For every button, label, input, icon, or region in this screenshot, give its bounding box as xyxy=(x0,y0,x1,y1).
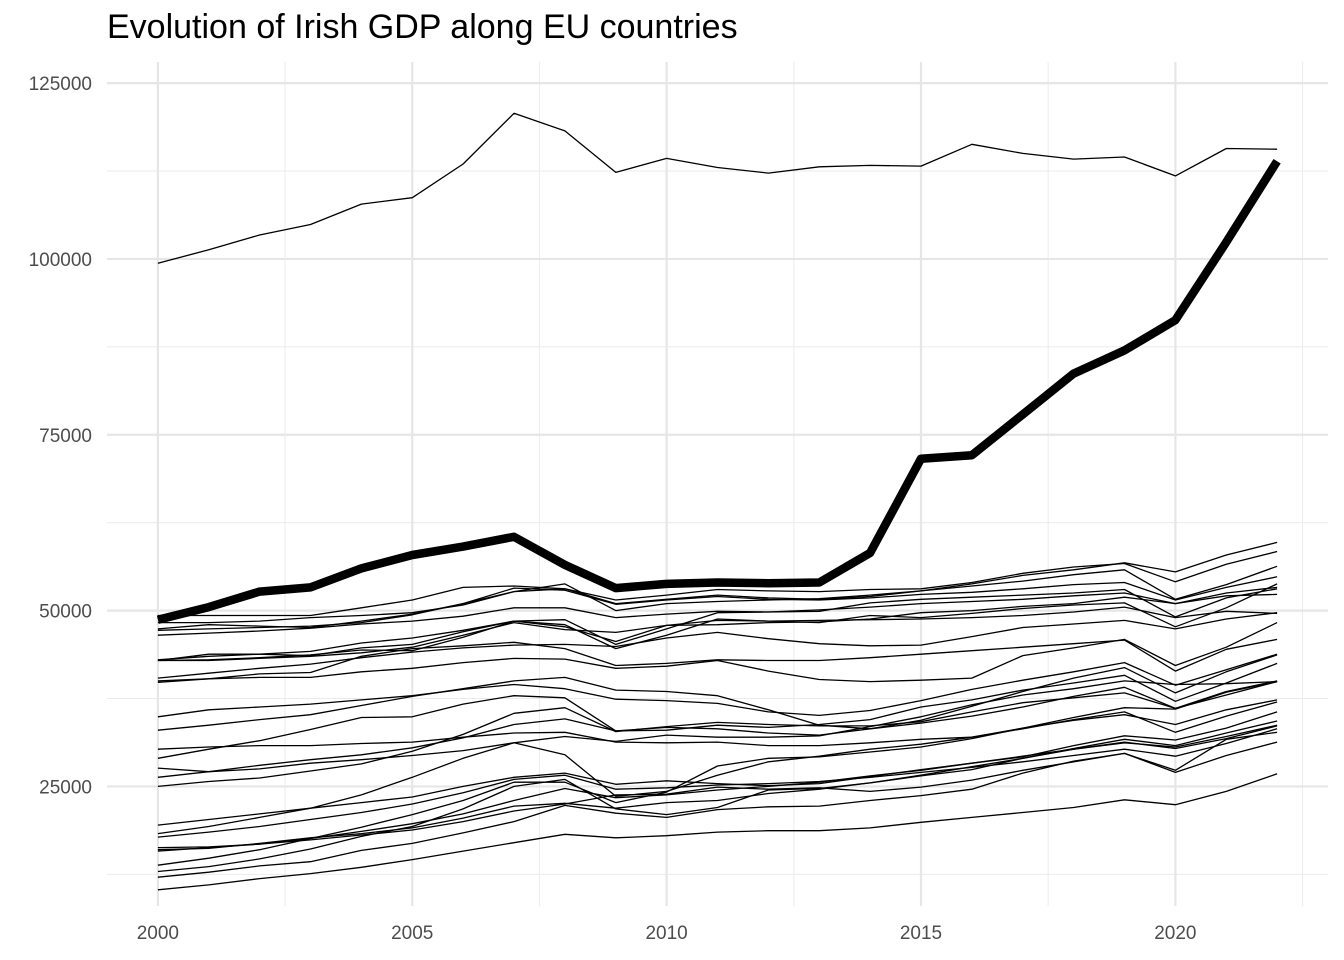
series-line xyxy=(157,612,1278,679)
series-line xyxy=(157,654,1278,731)
series-line xyxy=(157,741,1278,852)
y-tick-label: 50000 xyxy=(39,602,92,623)
x-tick-label: 2015 xyxy=(900,923,942,944)
series-line xyxy=(157,112,1278,264)
series-line xyxy=(157,593,1278,662)
series-line xyxy=(157,576,1278,631)
series-line xyxy=(157,606,1278,662)
series-line xyxy=(157,725,1278,873)
x-tick-label: 2010 xyxy=(645,923,687,944)
minor-gridlines xyxy=(107,62,1328,906)
series-line xyxy=(157,550,1278,624)
y-tick-label: 100000 xyxy=(29,250,92,271)
series-line xyxy=(157,680,1278,778)
highlight-series-line xyxy=(156,158,1281,624)
series-line xyxy=(157,711,1278,826)
x-tick-label: 2005 xyxy=(391,923,433,944)
series-line xyxy=(157,728,1278,838)
series-line xyxy=(157,653,1278,718)
y-tick-label: 125000 xyxy=(29,74,92,95)
series-line xyxy=(157,680,1278,788)
series-line xyxy=(157,680,1278,750)
series-line xyxy=(157,588,1278,661)
x-tick-label: 2000 xyxy=(137,923,179,944)
series-line xyxy=(157,541,1278,617)
series-line xyxy=(157,699,1278,866)
y-tick-label: 75000 xyxy=(39,426,92,447)
y-tick-label: 25000 xyxy=(39,777,92,798)
series-line xyxy=(157,586,1278,636)
series-line xyxy=(157,701,1278,835)
series-line xyxy=(157,680,1278,773)
x-tick-label: 2020 xyxy=(1154,923,1196,944)
chart-title: Evolution of Irish GDP along EU countrie… xyxy=(107,8,738,46)
series-line xyxy=(157,622,1278,683)
series-line xyxy=(157,773,1278,891)
y-axis-tick-labels: 25000 50000 75000 100000 125000 xyxy=(29,74,92,798)
x-axis-tick-labels: 2000 2005 2010 2015 2020 xyxy=(137,923,1197,944)
series-line xyxy=(157,583,1278,662)
ireland-highlight-line xyxy=(156,158,1281,624)
series-line xyxy=(157,638,1278,682)
series-line xyxy=(157,720,1278,851)
country-series-lines xyxy=(157,112,1278,891)
major-gridlines xyxy=(107,62,1328,906)
series-line xyxy=(157,662,1278,759)
